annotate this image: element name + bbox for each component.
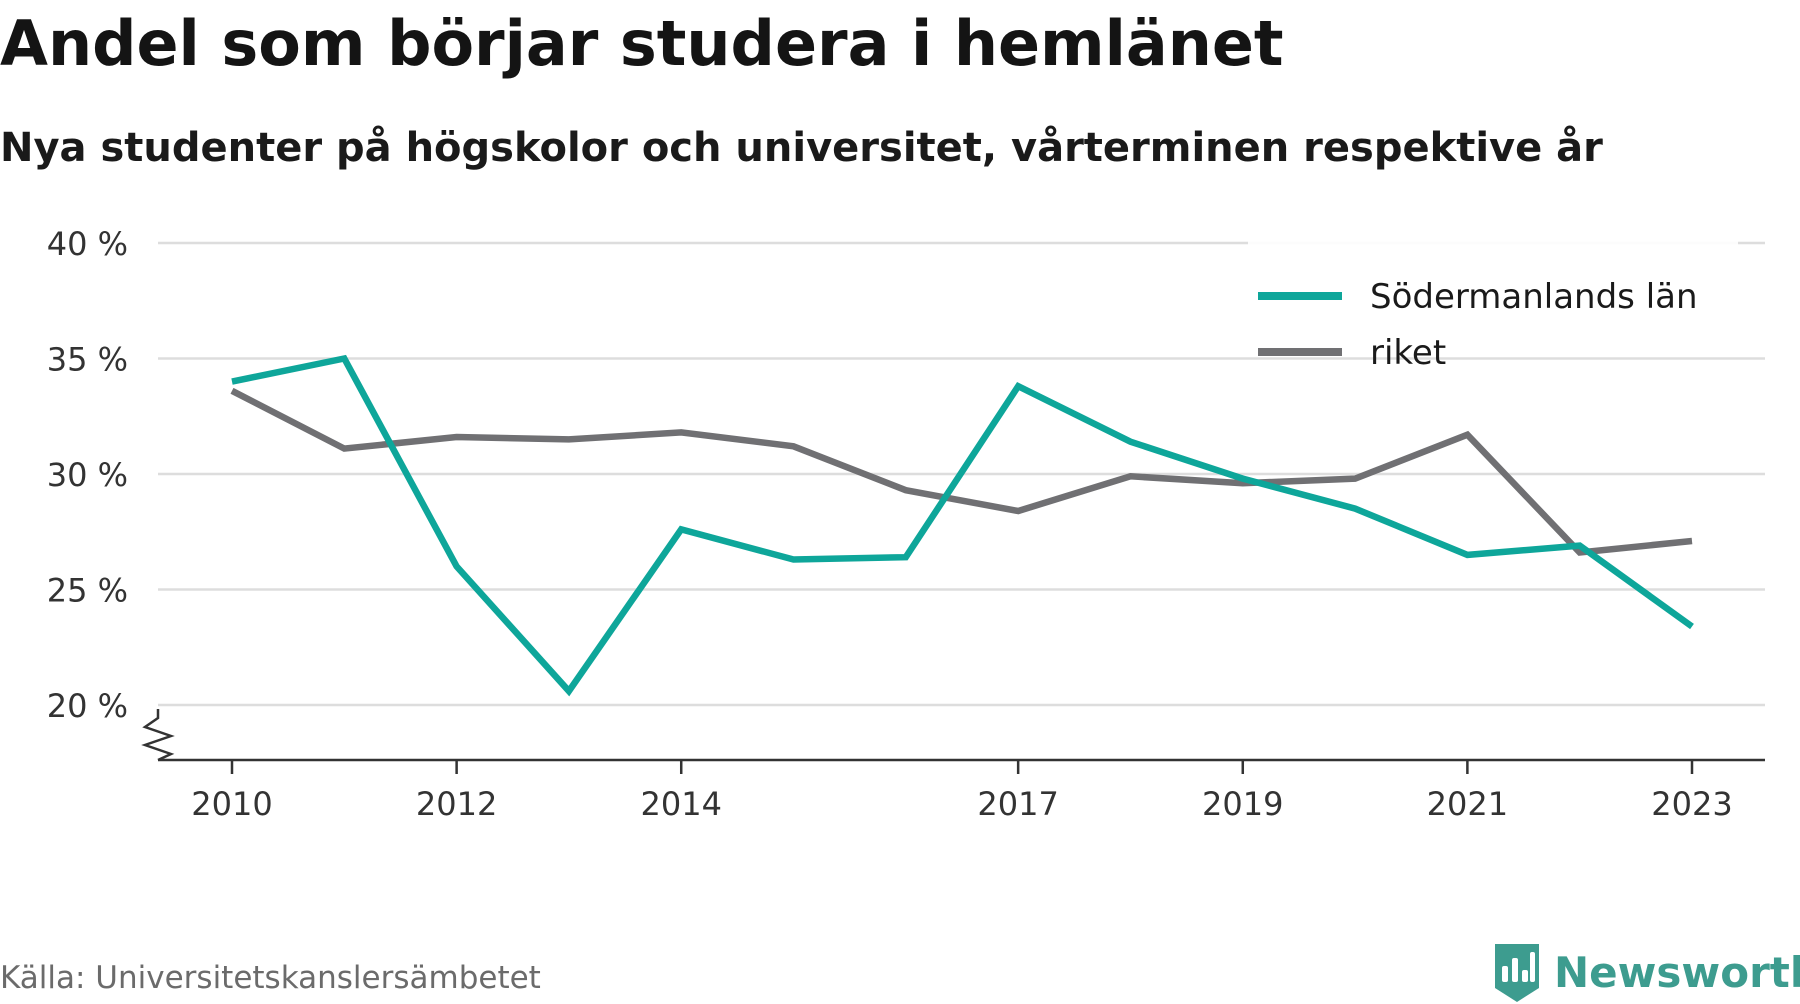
y-tick-label: 20 % [47, 687, 128, 725]
line-chart: 20 %25 %30 %35 %40 % 2010 2012 2014 2017 201… [47, 225, 1765, 823]
x-tick-label: 2010 [191, 785, 272, 823]
legend-label: riket [1370, 333, 1446, 373]
series-line-riket [230, 387, 1693, 556]
y-tick-label: 40 % [47, 225, 128, 263]
legend: Södermanlands län riket [1248, 232, 1738, 373]
series-lines [230, 354, 1694, 697]
x-tick-label: 2019 [1202, 785, 1283, 823]
y-axis-break [141, 709, 175, 762]
x-tick-label: 2017 [977, 785, 1058, 823]
x-tick-label: 2023 [1651, 785, 1732, 823]
y-axis-tick-labels: 20 % 25 % 30 % 35 % 40 % [47, 225, 128, 725]
x-tick-label: 2021 [1427, 785, 1508, 823]
y-tick-label: 25 % [47, 572, 128, 610]
y-tick-label: 35 % [47, 341, 128, 379]
y-tick-label: 30 % [47, 456, 128, 494]
source-note: Källa: Universitetskanslersämbetet [0, 960, 541, 996]
x-tick-label: 2014 [641, 785, 722, 823]
legend-label: Södermanlands län [1370, 277, 1698, 317]
x-axis-tick-labels: 2010 2012 2014 2017 2019 2021 2023 [191, 785, 1732, 823]
x-tick-label: 2012 [416, 785, 497, 823]
brand-logo: Newsworthy [1492, 942, 1800, 1004]
newsworthy-logo-icon [1495, 944, 1539, 1002]
x-axis [141, 709, 1765, 774]
series-line-södermanlands-län [231, 354, 1694, 697]
chart-subtitle: Nya studenter på högskolor och universit… [0, 125, 1603, 171]
brand-name: Newsworthy [1554, 948, 1800, 997]
chart-title: Andel som börjar studera i hemlänet [0, 7, 1284, 80]
